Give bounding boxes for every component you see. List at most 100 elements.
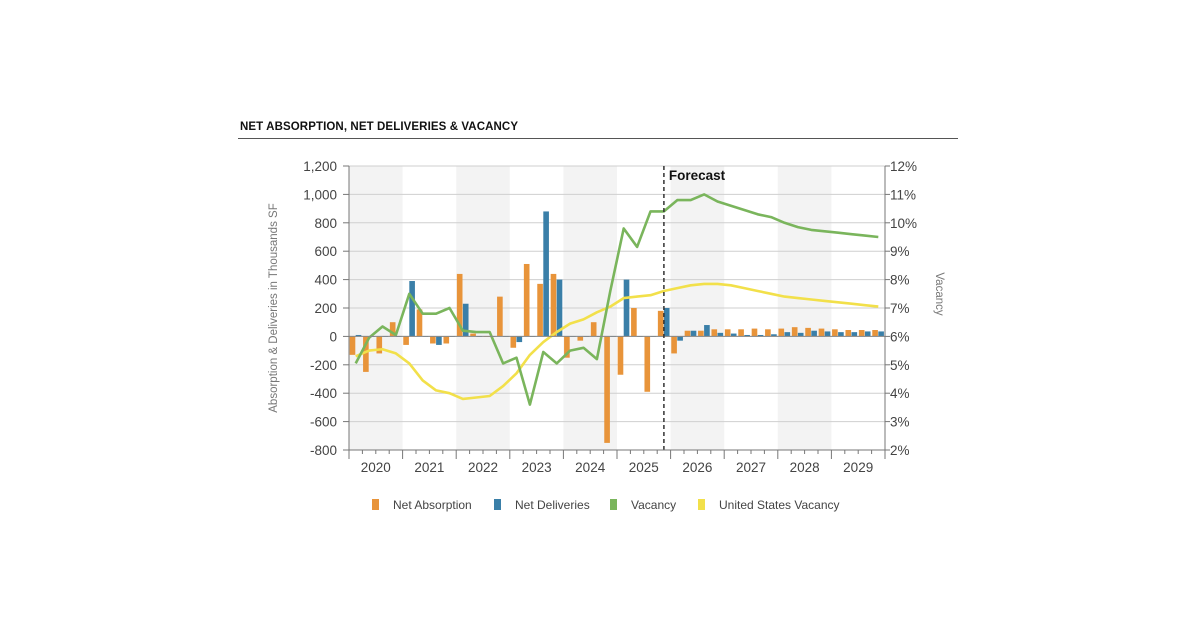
net-absorption-bar (631, 308, 637, 337)
y-tick-label: -800 (310, 443, 337, 458)
net-deliveries-bar (556, 279, 563, 337)
net-deliveries-bar (851, 332, 858, 337)
net-deliveries-bar (355, 334, 362, 337)
net-deliveries-bar (623, 279, 630, 337)
y2-tick-label: 5% (890, 358, 910, 373)
legend-label-vacancy: Vacancy (631, 498, 676, 512)
net-absorption-bar (510, 336, 517, 348)
net-absorption-bar (684, 330, 691, 337)
net-deliveries-bar (864, 331, 871, 337)
y-tick-label: 800 (314, 216, 337, 231)
legend: Net Absorption Net Deliveries Vacancy Unite… (372, 498, 840, 512)
net-deliveries-bar (436, 336, 442, 345)
net-absorption-bar (832, 329, 838, 337)
y-tick-label: 200 (314, 301, 337, 316)
united-states-vacancy-line (355, 282, 879, 401)
net-absorption-bar (590, 322, 597, 337)
x-tick-label: 2027 (736, 460, 766, 475)
x-tick-label: 2029 (843, 460, 873, 475)
legend-swatch-vacancy (610, 499, 617, 510)
net-deliveries-bar (757, 334, 764, 337)
net-deliveries-bar (690, 330, 697, 337)
net-absorption-bar (765, 329, 771, 337)
net-absorption-bar (363, 336, 369, 372)
legend-label-net-deliveries: Net Deliveries (515, 498, 590, 512)
net-absorption-bar (523, 263, 530, 337)
net-absorption-bar (349, 336, 356, 355)
x-tick-label: 2022 (468, 460, 498, 475)
net-deliveries-bar (878, 331, 884, 337)
y2-tick-label: 9% (890, 244, 910, 259)
net-deliveries-bar (717, 332, 724, 337)
y2-tick-label: 10% (890, 216, 917, 231)
net-deliveries-bar (744, 334, 750, 337)
net-absorption-bar (537, 283, 543, 337)
net-deliveries-bar (543, 211, 549, 337)
x-tick-label: 2023 (522, 460, 552, 475)
x-tick-label: 2020 (361, 460, 391, 475)
axis-labels: Forecast -800 -600 -400 -200 0 200 400 600 800 1,0… (268, 159, 945, 475)
vacancy-line (354, 193, 879, 406)
y-axis-title: Absorption & Deliveries in Thousands SF (268, 203, 280, 412)
net-deliveries-bar (811, 330, 817, 337)
y2-axis-title: Vacancy (933, 272, 945, 316)
title-divider (238, 138, 958, 139)
net-deliveries-bar (784, 332, 791, 337)
net-absorption-bar (604, 336, 610, 443)
net-deliveries-bar (730, 333, 737, 337)
y2-tick-label: 12% (890, 159, 917, 174)
net-absorption-bar (738, 329, 744, 337)
chart-title: NET ABSORPTION, NET DELIVERIES & VACANCY (240, 121, 519, 133)
net-deliveries-bar (409, 281, 415, 337)
net-absorption-bar (564, 336, 570, 358)
net-absorption-bar (751, 328, 758, 337)
net-absorption-bar (430, 336, 436, 344)
net-absorption-bar (403, 336, 409, 345)
net-absorption-bar (456, 273, 463, 337)
y2-tick-label: 8% (890, 273, 910, 288)
legend-label-net-absorption: Net Absorption (393, 498, 472, 512)
net-absorption-bar (389, 322, 396, 337)
x-tick-label: 2021 (414, 460, 444, 475)
y2-tick-label: 3% (890, 415, 910, 430)
x-tick-label: 2028 (790, 460, 820, 475)
y-tick-label: -600 (310, 415, 337, 430)
y2-tick-label: 2% (890, 443, 910, 458)
net-deliveries-bar (838, 332, 844, 337)
y2-tick-label: 7% (890, 301, 910, 316)
net-absorption-bar (724, 329, 731, 337)
y-tick-label: 1,000 (303, 187, 337, 202)
net-absorption-bar (872, 330, 878, 337)
y-tick-label: -200 (310, 358, 337, 373)
x-tick-label: 2024 (575, 460, 606, 475)
net-absorption-bar (711, 329, 718, 337)
net-absorption-bar (791, 327, 798, 337)
legend-swatch-net-absorption (372, 499, 379, 510)
net-absorption-bar (858, 330, 865, 337)
net-absorption-bar (778, 328, 785, 337)
net-absorption-bar (818, 328, 825, 337)
net-absorption-bar (416, 309, 423, 337)
net-deliveries-bar (704, 325, 710, 337)
y2-tick-label: 4% (890, 386, 910, 401)
line-series (354, 193, 879, 406)
forecast-label: Forecast (669, 168, 726, 183)
net-absorption-bar (698, 330, 704, 337)
y-tick-label: 600 (314, 244, 337, 259)
net-absorption-bar (376, 336, 383, 354)
x-tick-label: 2026 (682, 460, 712, 475)
net-absorption-bar (845, 330, 852, 337)
net-deliveries-bar (771, 334, 777, 337)
y-tick-label: 400 (314, 273, 337, 288)
legend-swatch-net-deliveries (494, 499, 501, 510)
y2-tick-label: 6% (890, 329, 910, 344)
net-deliveries-bar (797, 332, 804, 337)
net-absorption-bar (550, 273, 557, 337)
legend-swatch-united-states-vacancy (698, 499, 705, 510)
net-absorption-bar (657, 310, 664, 337)
y-tick-label: 0 (329, 329, 337, 344)
net-absorption-bar (497, 296, 503, 337)
net-absorption-bar (617, 336, 624, 375)
net-absorption-bar (470, 333, 476, 337)
